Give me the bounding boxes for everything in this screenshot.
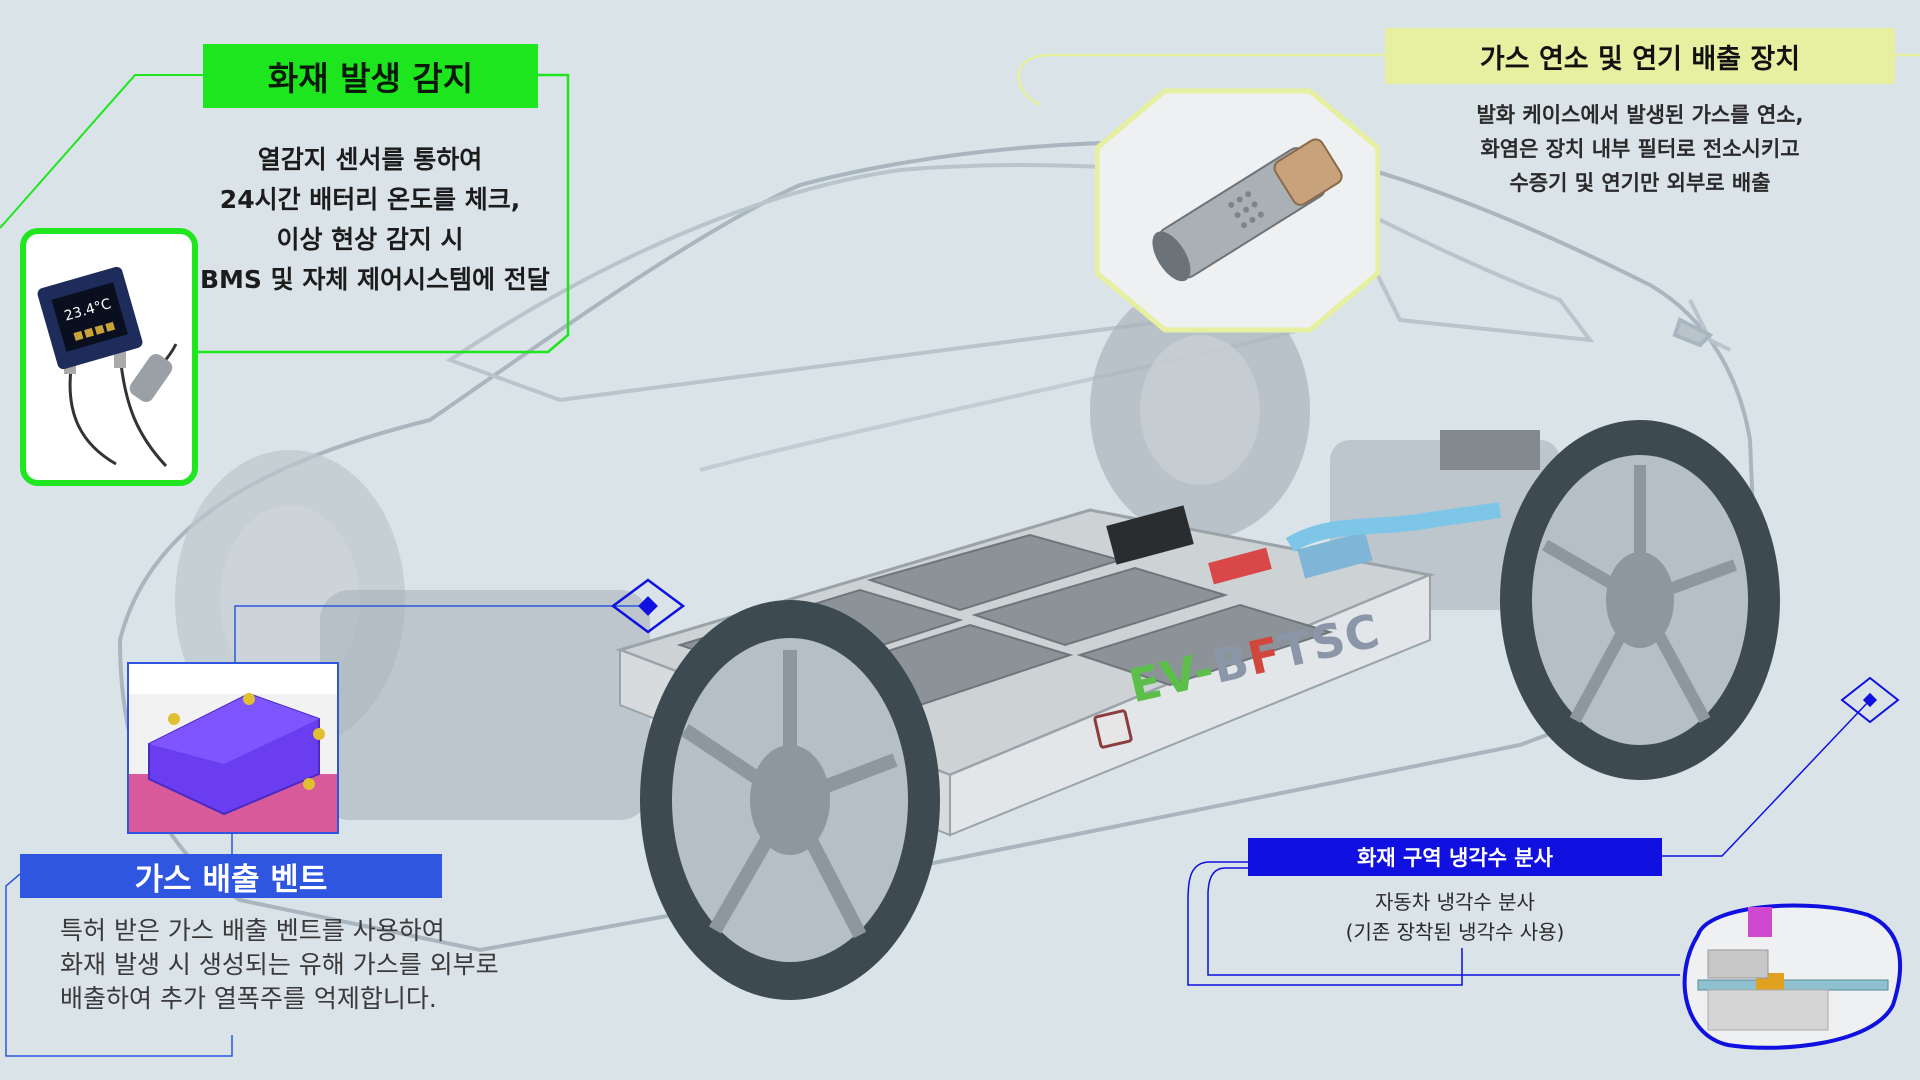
fire-detection-description: 열감지 센서를 통하여 24시간 배터리 온도를 체크, 이상 현상 감지 시 … [200,145,550,294]
rear-right-wheel [1090,280,1310,540]
front-right-wheel [1500,420,1780,780]
gas-combustion-description: 발화 케이스에서 발생된 가스를 연소, 화염은 장치 내부 필터로 전소시키고… [1476,103,1804,195]
vent-render [129,664,337,832]
nozzle-icon [1095,88,1380,333]
gas-vent-description: 특허 받은 가스 배출 벤트를 사용하여 화재 발생 시 생성되는 유해 가스를… [60,916,499,1013]
coolant-pipe-render [1682,903,1903,1050]
vent-icon [127,662,339,834]
nozzle-octagon [1095,88,1380,333]
gas-combustion-title: 가스 연소 및 연기 배출 장치 [1385,28,1895,84]
diamond-marker-icon [610,578,686,634]
gas-vent-title: 가스 배출 벤트 [20,854,442,898]
temperature-sensor-icon: 23.4°C [20,228,198,486]
connector-lines [0,53,1920,1057]
front-left-wheel [640,600,940,1000]
coolant-pipe-icon [1668,895,1908,1055]
fire-detection-title: 화재 발생 감지 [203,44,538,108]
coolant-spray-description: 자동차 냉각수 분사 (기존 장착된 냉각수 사용) [1345,890,1565,944]
diamond-marker-icon [1840,676,1900,724]
coolant-spray-title: 화재 구역 냉각수 분사 [1248,838,1662,876]
